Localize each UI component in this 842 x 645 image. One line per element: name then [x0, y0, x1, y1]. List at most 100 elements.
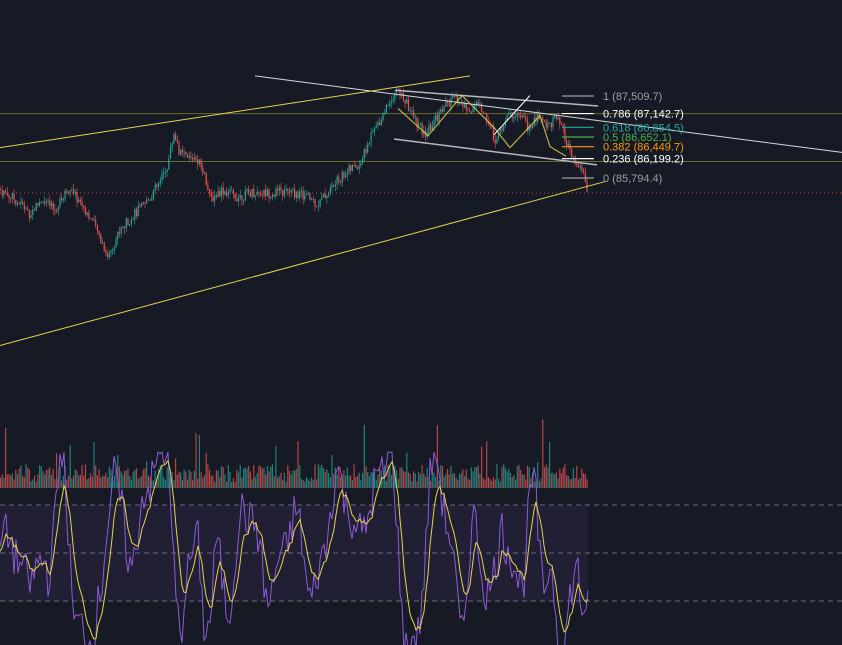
- volume-bar: [251, 479, 253, 488]
- price-candle: [207, 184, 209, 190]
- volume-bar: [107, 477, 109, 488]
- price-candle: [1, 190, 3, 196]
- volume-bar: [282, 479, 284, 488]
- volume-bar: [365, 466, 367, 488]
- price-candle: [404, 100, 406, 104]
- volume-bar: [178, 471, 180, 488]
- price-candle: [134, 209, 136, 220]
- price-candle: [443, 106, 445, 112]
- white-trendline: [254, 75, 842, 153]
- price-candle: [557, 117, 559, 119]
- volume-bar: [137, 478, 139, 488]
- volume-bar: [411, 481, 413, 488]
- price-candle: [212, 196, 214, 202]
- volume-bar: [450, 465, 452, 488]
- price-candle: [13, 193, 15, 201]
- price-candle: [333, 185, 335, 187]
- price-candle: [341, 171, 343, 183]
- volume-bar: [389, 464, 391, 488]
- price-candle: [481, 103, 483, 112]
- volume-bar: [496, 464, 498, 488]
- price-candle: [479, 103, 481, 106]
- price-candle: [521, 115, 523, 118]
- price-candle: [168, 158, 170, 170]
- volume-bar: [192, 480, 194, 488]
- volume-bar: [370, 472, 372, 488]
- volume-bar: [358, 472, 360, 488]
- volume-bar: [56, 453, 58, 488]
- price-candle: [113, 247, 115, 251]
- price-candle: [20, 201, 22, 204]
- price-candle: [482, 111, 484, 113]
- price-candle: [117, 231, 119, 240]
- price-candle: [309, 192, 311, 200]
- price-candle: [251, 188, 253, 197]
- volume-bar: [294, 470, 296, 488]
- price-candle: [515, 116, 517, 118]
- price-candle: [467, 109, 469, 112]
- volume-bar: [418, 471, 420, 488]
- price-candle: [178, 142, 180, 155]
- price-candle: [455, 95, 457, 97]
- price-candle: [583, 169, 585, 173]
- price-candle: [487, 122, 489, 124]
- price-candle: [98, 230, 100, 235]
- price-candle: [33, 209, 36, 211]
- price-candle: [52, 203, 54, 210]
- price-candle: [285, 189, 287, 191]
- volume-bar: [372, 472, 374, 488]
- volume-bar: [283, 472, 285, 488]
- price-candle: [248, 188, 250, 193]
- volume-bar: [253, 465, 255, 488]
- price-candle: [390, 101, 393, 103]
- price-candle: [278, 187, 280, 191]
- price-candle: [584, 172, 586, 182]
- price-candle: [239, 195, 241, 199]
- price-candle: [219, 191, 221, 197]
- volume-bar: [169, 478, 172, 488]
- price-candle: [176, 140, 178, 143]
- volume-bar: [25, 464, 27, 488]
- volume-bar: [156, 480, 158, 488]
- volume-bar: [326, 469, 328, 488]
- volume-bar: [76, 471, 78, 488]
- price-candle: [470, 112, 472, 113]
- volume-bar: [207, 464, 209, 488]
- volume-bar: [61, 480, 63, 488]
- fibonacci-retracement[interactable]: 1 (87,509.7) 0.786 (87,142.7)0.618 (86,85…: [562, 91, 684, 185]
- price-candle: [268, 189, 270, 199]
- price-candle: [438, 112, 440, 122]
- volume-bar: [215, 470, 217, 488]
- volume-bar: [246, 468, 248, 488]
- price-candle: [66, 190, 68, 194]
- price-candle: [260, 192, 262, 196]
- price-candle: [304, 194, 306, 200]
- price-candle: [205, 172, 207, 185]
- price-candle: [504, 120, 506, 126]
- volume-bar: [474, 467, 476, 488]
- volume-bar: [236, 469, 238, 488]
- price-candle: [413, 110, 415, 118]
- volume-bar: [547, 467, 549, 488]
- volume-bar: [32, 479, 34, 488]
- price-candle: [100, 234, 102, 244]
- volume-bar: [33, 475, 36, 488]
- volume-bar: [501, 466, 503, 488]
- price-candle: [49, 200, 51, 206]
- price-candle: [35, 203, 37, 211]
- volume-bar: [217, 470, 219, 488]
- price-candle: [45, 201, 47, 203]
- volume-bar: [355, 477, 357, 488]
- volume-bar: [139, 477, 141, 488]
- trend-drawings[interactable]: [0, 75, 842, 347]
- volume-bar: [100, 477, 102, 488]
- volume-bar: [397, 479, 399, 488]
- volume-bar: [175, 458, 177, 488]
- price-candle: [355, 165, 357, 168]
- price-candle: [295, 191, 297, 198]
- price-candle: [224, 191, 226, 195]
- price-candle: [319, 199, 321, 206]
- price-candle: [203, 172, 206, 174]
